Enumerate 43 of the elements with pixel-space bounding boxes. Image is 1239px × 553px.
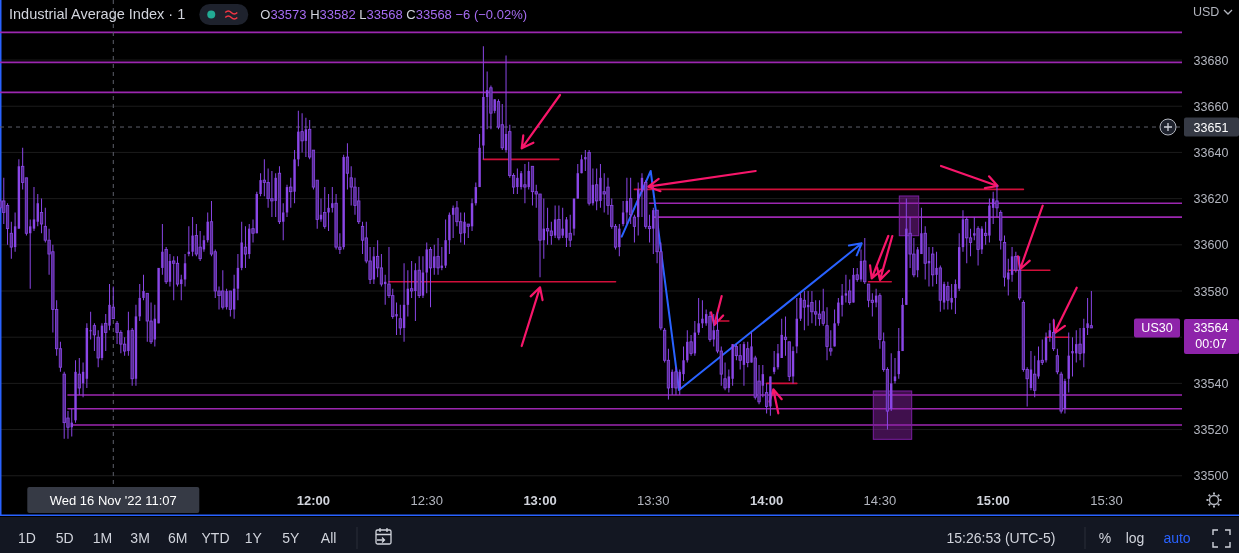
candlestick: [602, 173, 606, 213]
text: log: [1125, 530, 1145, 546]
y-tick-label: 33540: [1193, 376, 1229, 391]
x-tick-label: 13:00: [523, 493, 557, 508]
text: 33564: [1193, 321, 1229, 336]
text: 1M: [92, 530, 113, 546]
text: 5Y: [282, 530, 301, 546]
ref-line-label: Wed 16 Nov '22 11:07: [49, 492, 177, 508]
x-tick-label: 12:30: [410, 493, 443, 508]
y-tick-label: 33660: [1193, 99, 1229, 114]
text: 6M: [168, 530, 188, 546]
x-tick-label: 14:00: [749, 493, 784, 508]
text: 00:07: [1195, 337, 1227, 352]
x-tick-label: 15:30: [1090, 493, 1123, 508]
chart-title: Industrial Average Index · 1: [9, 6, 186, 22]
text: O33573 H33582 L33568 C33568 −6 (−0.02%): [260, 7, 528, 22]
text: YTD: [201, 530, 230, 546]
y-tick-label: 33620: [1193, 192, 1229, 207]
text: 15:26:53 (UTC-5): [946, 530, 1056, 546]
y-tick-label: 33520: [1193, 423, 1229, 438]
candlestick: [523, 163, 527, 204]
y-tick-label: 33680: [1193, 53, 1229, 68]
x-tick-label: 15:00: [976, 493, 1010, 508]
candlestick: [270, 170, 274, 218]
annotation: US30: [1141, 321, 1173, 336]
text: All: [320, 530, 337, 546]
y-tick-label: 33500: [1193, 469, 1229, 484]
text: 3M: [130, 530, 150, 546]
ref-line-label: 33651: [1193, 120, 1229, 135]
text: 1Y: [244, 530, 263, 546]
text: auto: [1163, 530, 1191, 546]
candlestick: [1089, 291, 1093, 329]
text: USD: [1193, 5, 1220, 19]
x-tick-label: 14:30: [863, 493, 897, 508]
y-tick-label: 33580: [1193, 284, 1229, 299]
x-tick-label: 13:30: [637, 493, 670, 508]
candlestick: [1071, 337, 1074, 377]
y-tick-label: 33640: [1193, 145, 1229, 160]
text: 1D: [18, 530, 36, 546]
text: %: [1098, 530, 1112, 546]
x-tick-label: 12:00: [296, 493, 331, 508]
y-tick-label: 33600: [1193, 238, 1229, 253]
text: 5D: [55, 530, 74, 546]
